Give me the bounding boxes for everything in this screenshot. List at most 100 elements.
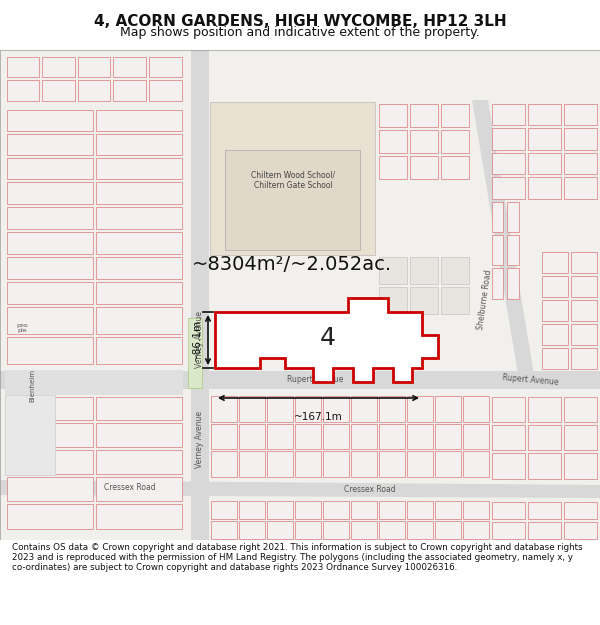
- Text: 4: 4: [320, 326, 336, 350]
- Polygon shape: [7, 231, 92, 254]
- Polygon shape: [563, 104, 596, 125]
- Polygon shape: [441, 156, 469, 179]
- Polygon shape: [191, 50, 209, 540]
- Text: Cressex Road: Cressex Road: [344, 486, 396, 494]
- Polygon shape: [95, 256, 182, 279]
- Text: Verney Avenue: Verney Avenue: [196, 411, 205, 469]
- Text: Cressex Road: Cressex Road: [104, 484, 156, 492]
- Polygon shape: [379, 256, 407, 284]
- Polygon shape: [506, 235, 518, 265]
- Text: Blenheim: Blenheim: [29, 369, 35, 401]
- Polygon shape: [441, 286, 469, 314]
- Polygon shape: [7, 336, 92, 364]
- Polygon shape: [379, 424, 405, 449]
- Polygon shape: [149, 80, 182, 101]
- Polygon shape: [542, 299, 568, 321]
- Polygon shape: [78, 56, 110, 77]
- Polygon shape: [563, 128, 596, 149]
- Polygon shape: [295, 521, 321, 539]
- Polygon shape: [295, 501, 321, 519]
- Polygon shape: [323, 424, 349, 449]
- Polygon shape: [323, 451, 349, 477]
- Polygon shape: [463, 424, 489, 449]
- Polygon shape: [441, 104, 469, 126]
- Polygon shape: [7, 80, 39, 101]
- Text: 4, ACORN GARDENS, HIGH WYCOMBE, HP12 3LH: 4, ACORN GARDENS, HIGH WYCOMBE, HP12 3LH: [94, 14, 506, 29]
- Polygon shape: [571, 276, 596, 296]
- Polygon shape: [225, 150, 360, 250]
- Polygon shape: [95, 476, 182, 501]
- Polygon shape: [563, 396, 596, 422]
- Polygon shape: [379, 129, 407, 152]
- Polygon shape: [210, 102, 375, 255]
- Polygon shape: [323, 521, 349, 539]
- Polygon shape: [7, 306, 92, 334]
- Polygon shape: [323, 396, 349, 422]
- Polygon shape: [563, 425, 596, 450]
- Polygon shape: [527, 425, 560, 450]
- Polygon shape: [463, 501, 489, 519]
- Polygon shape: [211, 396, 237, 422]
- Polygon shape: [0, 480, 600, 498]
- Polygon shape: [351, 521, 377, 539]
- Polygon shape: [563, 152, 596, 174]
- Polygon shape: [95, 281, 182, 304]
- Polygon shape: [542, 276, 568, 296]
- Polygon shape: [95, 134, 182, 155]
- Polygon shape: [379, 521, 405, 539]
- Text: Rupert Avenue: Rupert Avenue: [502, 373, 559, 387]
- Text: Verney Avenue: Verney Avenue: [196, 311, 205, 369]
- Text: Rupert Avenue: Rupert Avenue: [287, 376, 343, 384]
- Polygon shape: [7, 134, 92, 155]
- Polygon shape: [491, 235, 503, 265]
- Polygon shape: [407, 396, 433, 422]
- Polygon shape: [407, 424, 433, 449]
- Polygon shape: [295, 451, 321, 477]
- Polygon shape: [563, 501, 596, 519]
- Polygon shape: [239, 451, 265, 477]
- Polygon shape: [95, 450, 182, 474]
- Polygon shape: [7, 281, 92, 304]
- Polygon shape: [527, 521, 560, 539]
- Polygon shape: [267, 424, 293, 449]
- Polygon shape: [5, 370, 183, 395]
- Polygon shape: [95, 206, 182, 229]
- Polygon shape: [410, 104, 438, 126]
- Polygon shape: [323, 501, 349, 519]
- Polygon shape: [7, 476, 92, 501]
- Polygon shape: [407, 451, 433, 477]
- Polygon shape: [435, 501, 461, 519]
- Polygon shape: [211, 451, 237, 477]
- Polygon shape: [95, 423, 182, 447]
- Polygon shape: [7, 423, 92, 447]
- Polygon shape: [351, 501, 377, 519]
- Polygon shape: [463, 451, 489, 477]
- Polygon shape: [410, 286, 438, 314]
- Polygon shape: [95, 504, 182, 529]
- Polygon shape: [435, 424, 461, 449]
- Polygon shape: [379, 501, 405, 519]
- Polygon shape: [379, 104, 407, 126]
- Polygon shape: [491, 104, 524, 125]
- Polygon shape: [491, 268, 503, 299]
- Polygon shape: [491, 501, 524, 519]
- Polygon shape: [571, 299, 596, 321]
- Polygon shape: [441, 256, 469, 284]
- Polygon shape: [95, 182, 182, 204]
- Polygon shape: [563, 177, 596, 199]
- Polygon shape: [435, 521, 461, 539]
- Polygon shape: [113, 56, 146, 77]
- Polygon shape: [563, 453, 596, 479]
- Polygon shape: [95, 158, 182, 179]
- Polygon shape: [407, 521, 433, 539]
- Polygon shape: [542, 251, 568, 272]
- Polygon shape: [351, 396, 377, 422]
- Text: peo
ple: peo ple: [16, 322, 28, 333]
- Polygon shape: [472, 100, 535, 380]
- Polygon shape: [267, 396, 293, 422]
- Text: Contains OS data © Crown copyright and database right 2021. This information is : Contains OS data © Crown copyright and d…: [12, 542, 583, 572]
- Polygon shape: [42, 56, 75, 77]
- Text: ~167.1m: ~167.1m: [293, 412, 343, 422]
- Polygon shape: [491, 128, 524, 149]
- Polygon shape: [42, 80, 75, 101]
